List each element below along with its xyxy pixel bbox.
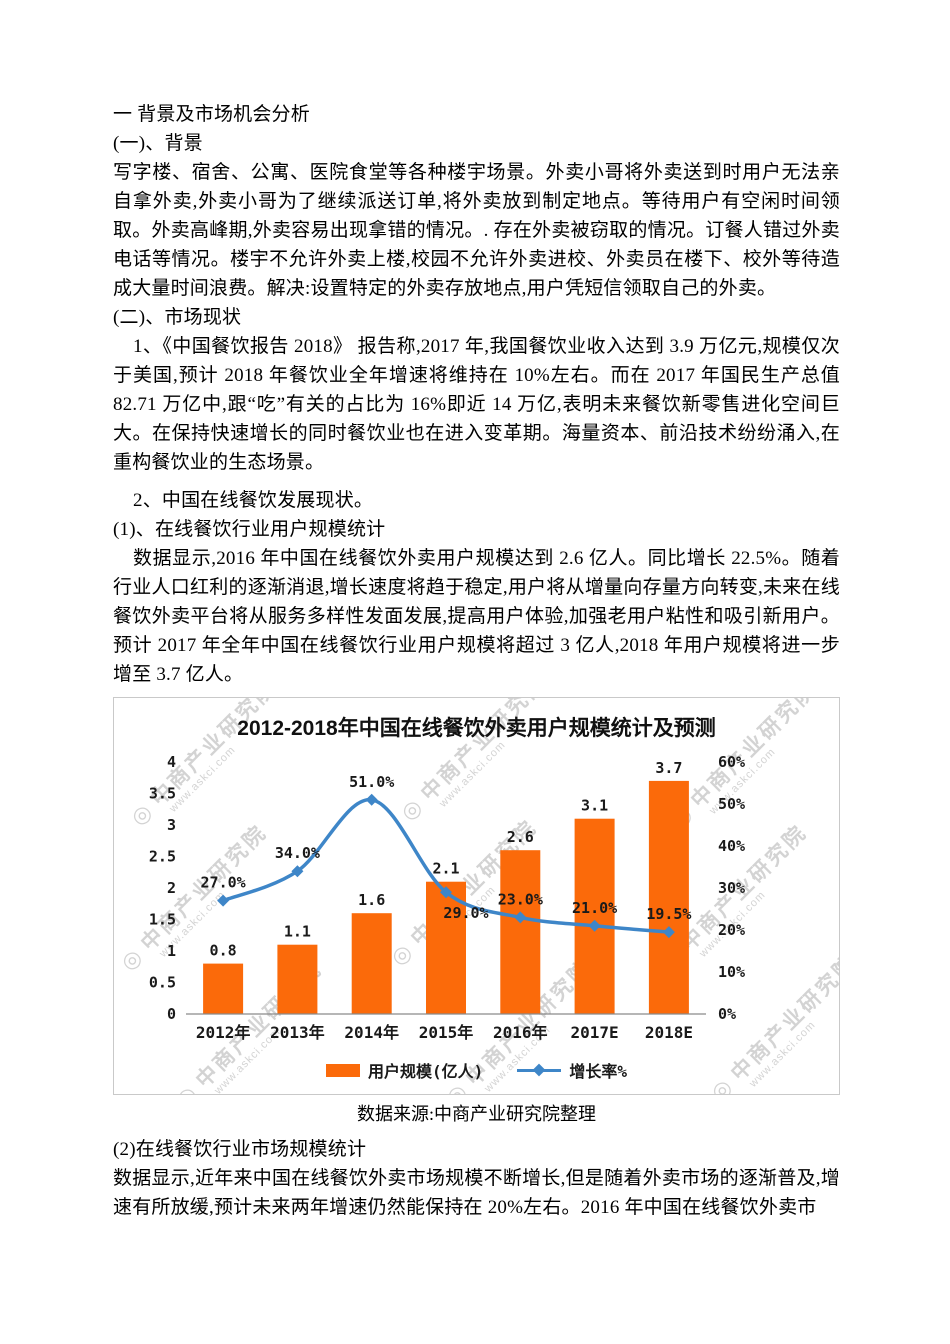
svg-text:2014年: 2014年 xyxy=(344,1023,399,1042)
svg-text:4: 4 xyxy=(167,753,176,771)
line-marker xyxy=(291,865,304,878)
svg-text:0: 0 xyxy=(167,1005,176,1023)
svg-text:2.6: 2.6 xyxy=(507,828,534,846)
line-marker xyxy=(662,926,675,939)
svg-text:34.0%: 34.0% xyxy=(275,844,320,862)
chart-legend: 用户规模(亿人) 增长率% xyxy=(114,1054,839,1086)
svg-text:21.0%: 21.0% xyxy=(572,899,617,917)
svg-text:1.5: 1.5 xyxy=(149,911,176,929)
svg-text:2018E: 2018E xyxy=(645,1023,693,1042)
chart-figure: ◎ 中商产业研究院 www.askci.com ◎ 中商产业研究院 www.askci… xyxy=(113,697,840,1095)
svg-text:2013年: 2013年 xyxy=(270,1023,325,1042)
legend-label-growth-rate: 增长率% xyxy=(569,1062,627,1081)
legend-item-growth-rate: 增长率% xyxy=(517,1058,627,1082)
list-heading-online-dining: 2、中国在线餐饮发展现状。 xyxy=(133,490,374,511)
line-marker xyxy=(440,886,452,899)
svg-text:2012年: 2012年 xyxy=(196,1023,251,1042)
svg-text:2.5: 2.5 xyxy=(149,848,176,866)
svg-text:29.0%: 29.0% xyxy=(443,904,488,922)
svg-text:2016年: 2016年 xyxy=(493,1023,548,1042)
svg-text:1: 1 xyxy=(167,942,176,960)
svg-text:10%: 10% xyxy=(718,963,745,981)
section-heading: 一 背景及市场机会分析 xyxy=(113,104,310,125)
diamond-marker-icon xyxy=(532,1063,546,1077)
svg-text:2: 2 xyxy=(167,879,176,897)
document-page: 一 背景及市场机会分析 (一)、背景 写字楼、宿舍、公寓、医院食堂等各种楼宇场景… xyxy=(113,104,840,1218)
subsection-heading-background: (一)、背景 xyxy=(113,133,203,154)
svg-text:40%: 40% xyxy=(718,837,745,855)
svg-text:50%: 50% xyxy=(718,795,745,813)
line-marker xyxy=(514,911,527,924)
svg-text:3: 3 xyxy=(167,816,176,834)
line-marker xyxy=(588,919,601,932)
svg-text:2017E: 2017E xyxy=(571,1023,619,1042)
svg-text:51.0%: 51.0% xyxy=(349,773,394,791)
svg-text:23.0%: 23.0% xyxy=(498,890,543,908)
svg-text:2015年: 2015年 xyxy=(419,1023,474,1042)
svg-text:19.5%: 19.5% xyxy=(646,905,691,923)
svg-text:20%: 20% xyxy=(718,921,745,939)
svg-text:30%: 30% xyxy=(718,879,745,897)
subsection-heading-market: (二)、市场现状 xyxy=(113,307,242,328)
chart-source-caption: 数据来源:中商产业研究院整理 xyxy=(357,1104,596,1124)
body-paragraph: 写字楼、宿舍、公寓、医院食堂等各种楼宇场景。外卖小哥将外卖送到时用户无法亲自拿外… xyxy=(113,162,840,299)
legend-item-user-scale: 用户规模(亿人) xyxy=(326,1058,483,1082)
svg-text:0%: 0% xyxy=(718,1005,736,1023)
svg-text:3.7: 3.7 xyxy=(655,759,682,777)
svg-text:2.1: 2.1 xyxy=(432,860,459,878)
svg-text:0.8: 0.8 xyxy=(210,942,237,960)
svg-text:3.1: 3.1 xyxy=(581,797,608,815)
body-paragraph: 数据显示,近年来中国在线餐饮外卖市场规模不断增长,但是随着外卖市场的逐渐普及,增… xyxy=(113,1168,840,1218)
line-swatch-icon xyxy=(517,1063,562,1077)
line-marker xyxy=(217,894,230,907)
list-heading-market-scale: (2)在线餐饮行业市场规模统计 xyxy=(113,1139,367,1160)
body-paragraph: 1、《中国餐饮报告 2018》 报告称,2017 年,我国餐饮业收入达到 3.9… xyxy=(113,336,840,473)
svg-text:27.0%: 27.0% xyxy=(201,874,246,892)
list-heading-user-scale: (1)、在线餐饮行业用户规模统计 xyxy=(113,519,386,540)
svg-text:1.6: 1.6 xyxy=(358,891,385,909)
bar-series: 0.8 1.1 1.6 2.1 2.6 3.1 3.7 xyxy=(203,759,689,1014)
line-marker xyxy=(365,793,378,806)
bar-swatch-icon xyxy=(326,1063,361,1077)
svg-text:60%: 60% xyxy=(718,753,745,771)
legend-label-user-scale: 用户规模(亿人) xyxy=(368,1062,484,1081)
chart-title: 2012-2018年中国在线餐饮外卖用户规模统计及预测 xyxy=(237,717,716,740)
svg-text:0.5: 0.5 xyxy=(149,974,176,992)
body-paragraph: 数据显示,2016 年中国在线餐饮外卖用户规模达到 2.6 亿人。同比增长 22… xyxy=(113,548,840,685)
chart-canvas: 00.511.522.533.540%10%20%30%40%50%60%0.8… xyxy=(149,753,745,1042)
svg-text:3.5: 3.5 xyxy=(149,785,176,803)
svg-text:1.1: 1.1 xyxy=(284,923,311,941)
